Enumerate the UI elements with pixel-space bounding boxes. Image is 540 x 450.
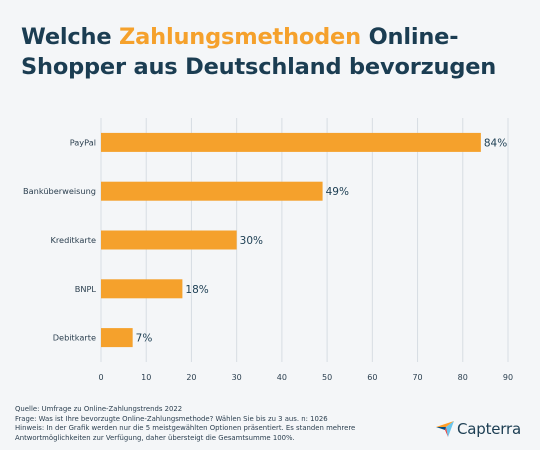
x-tick-label: 80 — [458, 373, 468, 382]
value-label: 18% — [185, 284, 208, 296]
bar-bnpl — [101, 279, 183, 299]
labels: 0 10 20 30 40 50 60 70 80 90 PayPal 84% Banküberweis… — [23, 137, 513, 382]
value-label: 84% — [484, 137, 507, 149]
bar-chart: 0 10 20 30 40 50 60 70 80 90 PayPal 84% Banküberweis… — [23, 118, 513, 382]
bar-paypal — [101, 132, 481, 152]
capterra-logo: Capterra — [436, 418, 521, 440]
category-label: Banküberweisung — [23, 186, 96, 196]
x-tick-label: 0 — [98, 373, 103, 382]
bar-debitkarte — [101, 328, 133, 348]
x-tick-label: 20 — [186, 373, 196, 382]
value-label: 30% — [240, 235, 263, 247]
title-part-2: Online-Shopper aus Deutschland bevorzuge… — [21, 24, 497, 80]
value-label: 49% — [326, 186, 349, 198]
bars — [101, 132, 481, 348]
capterra-arrow-icon — [436, 421, 454, 437]
category-label: BNPL — [75, 284, 97, 294]
x-tick-label: 30 — [232, 373, 242, 382]
category-label: Kreditkarte — [50, 235, 96, 245]
category-label: PayPal — [70, 137, 96, 147]
hint-note-line-2: Antwortmöglichkeiten zur Verfügung, dahe… — [15, 433, 295, 442]
x-tick-label: 60 — [367, 373, 377, 382]
title-highlight: Zahlungsmethoden — [119, 24, 361, 50]
x-tick-label: 50 — [322, 373, 332, 382]
x-tick-label: 90 — [503, 373, 513, 382]
value-label: 7% — [136, 333, 153, 345]
bar-bank-berweisung — [101, 181, 323, 201]
x-tick-label: 40 — [277, 373, 287, 382]
logo-text: Capterra — [457, 420, 521, 438]
x-tick-label: 70 — [412, 373, 422, 382]
chart-title: Welche Zahlungsmethoden Online-Shopper a… — [21, 22, 521, 82]
x-tick-label: 10 — [141, 373, 151, 382]
title-part-1: Welche — [21, 24, 120, 50]
source-note: Quelle: Umfrage zu Online-Zahlungstrends… — [15, 405, 183, 413]
category-label: Debitkarte — [53, 333, 96, 343]
bar-kreditkarte — [101, 230, 237, 250]
chart-footer: Quelle: Umfrage zu Online-Zahlungstrends… — [15, 405, 425, 443]
hint-note-line-1: Hinweis: In der Grafik werden nur die 5 … — [15, 424, 356, 433]
question-note: Frage: Was ist Ihre bevorzugte Online-Za… — [15, 414, 328, 423]
